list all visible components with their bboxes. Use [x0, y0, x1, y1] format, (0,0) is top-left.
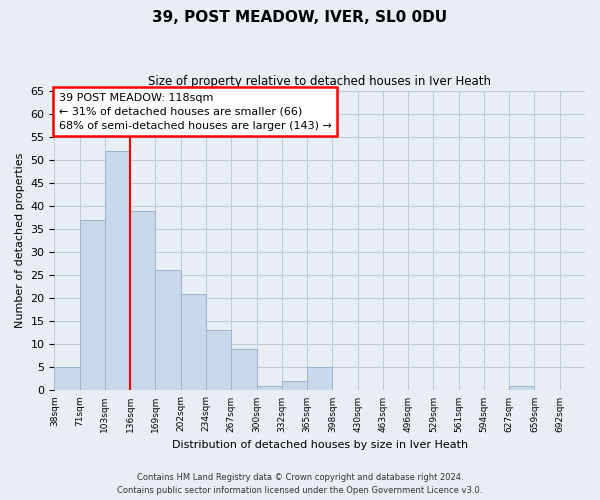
Text: 39 POST MEADOW: 118sqm
← 31% of detached houses are smaller (66)
68% of semi-det: 39 POST MEADOW: 118sqm ← 31% of detached… — [59, 93, 332, 131]
Bar — [105, 150, 130, 390]
Bar — [55, 368, 80, 390]
Title: Size of property relative to detached houses in Iver Heath: Size of property relative to detached ho… — [148, 75, 491, 88]
Bar — [509, 386, 535, 390]
Bar — [181, 294, 206, 390]
Bar — [257, 386, 282, 390]
X-axis label: Distribution of detached houses by size in Iver Heath: Distribution of detached houses by size … — [172, 440, 468, 450]
Text: 39, POST MEADOW, IVER, SL0 0DU: 39, POST MEADOW, IVER, SL0 0DU — [152, 10, 448, 25]
Bar — [130, 210, 155, 390]
Bar — [206, 330, 231, 390]
Bar — [307, 368, 332, 390]
Bar — [282, 381, 307, 390]
Bar — [231, 349, 257, 391]
Bar — [80, 220, 105, 390]
Text: Contains HM Land Registry data © Crown copyright and database right 2024.
Contai: Contains HM Land Registry data © Crown c… — [118, 473, 482, 495]
Bar — [155, 270, 181, 390]
Y-axis label: Number of detached properties: Number of detached properties — [15, 153, 25, 328]
